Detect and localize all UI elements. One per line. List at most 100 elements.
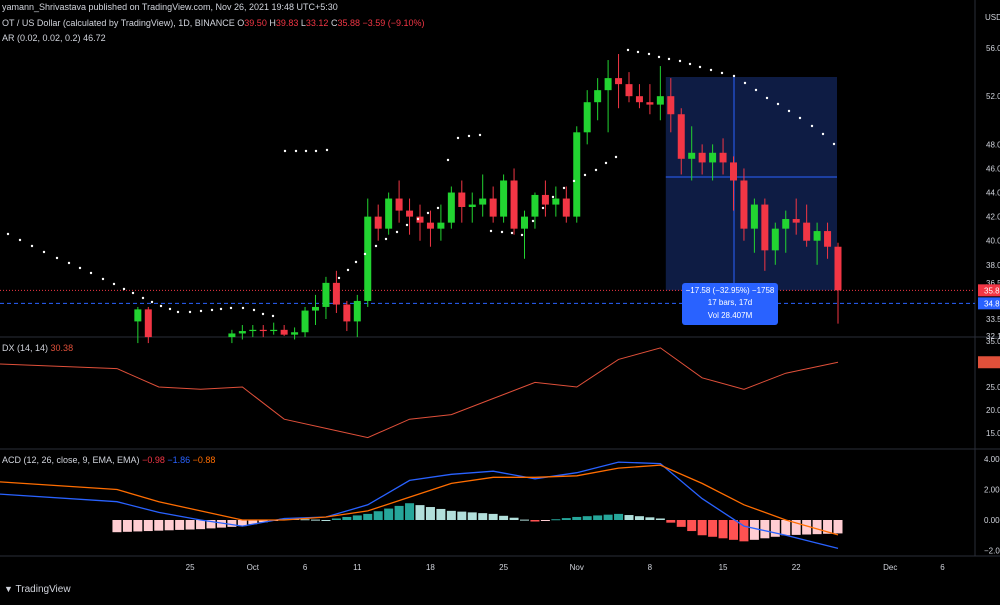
sar-dot <box>698 65 702 69</box>
candle-body <box>667 96 675 115</box>
dx-tick-label: 25.0 <box>986 383 1000 392</box>
macd-histogram-bar <box>781 520 791 536</box>
price-tick-label: 38.0 <box>986 261 1000 270</box>
candle-body <box>479 198 487 205</box>
candle-body <box>730 162 737 181</box>
sar-dot <box>626 48 630 52</box>
sar-dot <box>122 287 126 291</box>
sar-dot <box>520 233 524 237</box>
macd-histogram-bar <box>572 516 582 520</box>
macd-histogram-bar <box>823 520 833 534</box>
sar-dot <box>821 132 825 136</box>
price-tick-label: 48.0 <box>986 140 1000 149</box>
candle-body <box>228 333 236 338</box>
candle-body <box>698 152 706 163</box>
measure-label-line2: 17 bars, 17d <box>708 298 752 307</box>
candle-body <box>353 300 361 322</box>
sar-dot <box>720 71 724 75</box>
macd-histogram-bar <box>342 516 352 520</box>
sar-dot <box>395 230 399 234</box>
candle-body <box>437 222 445 229</box>
candle-body <box>531 194 539 217</box>
macd-histogram-bar <box>478 513 488 520</box>
sar-dot <box>572 179 576 183</box>
sar-dot <box>647 52 651 56</box>
macd-histogram-bar <box>133 520 143 532</box>
candle-body <box>604 78 612 91</box>
sar-dot <box>754 88 758 92</box>
macd-histogram-bar <box>697 520 707 536</box>
macd-histogram-bar <box>415 505 425 520</box>
sar-dot <box>374 244 378 248</box>
macd-histogram-bar <box>175 520 185 530</box>
macd-tick-label: 2.000 <box>984 486 1000 495</box>
price-tick-label: 52.0 <box>986 92 1000 101</box>
dx-tick-label: 35.0 <box>986 337 1000 346</box>
candle-body <box>291 332 299 335</box>
macd-histogram-bar <box>206 520 216 529</box>
macd-histogram-bar <box>405 503 415 520</box>
time-axis-label: 25 <box>499 563 508 572</box>
time-axis-label: Oct <box>247 563 260 572</box>
sar-dot <box>541 206 545 210</box>
macd-histogram-bar <box>718 520 728 539</box>
sar-dot <box>510 231 514 235</box>
sar-dot <box>67 261 71 265</box>
candle-body <box>395 198 403 211</box>
macd-line <box>0 461 839 550</box>
sar-dot <box>709 68 713 72</box>
candle-body <box>259 329 267 332</box>
candle-body <box>646 102 654 105</box>
sar-dot <box>159 304 163 308</box>
sar-dot <box>604 161 608 165</box>
macd-histogram-bar <box>739 520 749 542</box>
candle-body <box>332 282 340 305</box>
sar-dot <box>150 300 154 304</box>
candle-body <box>406 210 414 217</box>
macd-histogram-bar <box>833 520 843 534</box>
macd-histogram-bar <box>645 517 655 520</box>
sar-dot <box>261 312 265 316</box>
candle-body <box>562 198 570 217</box>
footer-brand[interactable]: ▼ TradingView <box>0 578 204 600</box>
symbol-title: OT / US Dollar (calculated by TradingVie… <box>2 18 235 28</box>
price-tick-label: 32.1 <box>986 332 1000 341</box>
sar-dot <box>405 223 409 227</box>
macd-histogram-bar <box>634 516 644 520</box>
sar-dot <box>583 173 587 177</box>
ohlc-high-value: 39.83 <box>275 18 299 28</box>
candle-body <box>447 192 455 223</box>
macd-histogram-bar <box>216 520 226 528</box>
candle-body <box>500 180 508 217</box>
macd-histogram-bar <box>624 515 634 520</box>
candle-body <box>573 132 581 217</box>
macd-tick-label: −2.000 <box>984 547 1000 556</box>
sar-dot <box>500 230 504 234</box>
macd-histogram-bar <box>655 518 665 520</box>
macd-histogram-bar <box>143 520 153 532</box>
macd-histogram-bar <box>802 520 812 535</box>
ohlc-low-value: 33.12 <box>305 18 329 28</box>
sar-dot <box>42 250 46 254</box>
published-line: yamann_Shrivastava published on TradingV… <box>2 2 338 12</box>
sar-dot <box>89 271 93 275</box>
candle-body <box>813 231 821 241</box>
macd-histogram-bar <box>363 513 373 520</box>
macd-histogram-bar <box>311 519 320 521</box>
price-tick-label: 40.0 <box>986 237 1000 246</box>
macd-histogram-bar <box>352 515 362 520</box>
price-tick-label: 56.0 <box>986 44 1000 53</box>
macd-histogram-bar <box>321 520 331 521</box>
macd-histogram-bar <box>687 520 697 532</box>
macd-histogram-bar <box>457 511 467 520</box>
candle-body <box>552 198 560 205</box>
candle-body <box>489 198 497 217</box>
candle-body <box>541 194 549 205</box>
candle-body <box>803 222 811 241</box>
macd-histogram-bar <box>666 520 676 523</box>
candle-body <box>834 246 842 291</box>
macd-histogram-bar <box>488 513 498 520</box>
macd-histogram-bar <box>185 520 195 530</box>
